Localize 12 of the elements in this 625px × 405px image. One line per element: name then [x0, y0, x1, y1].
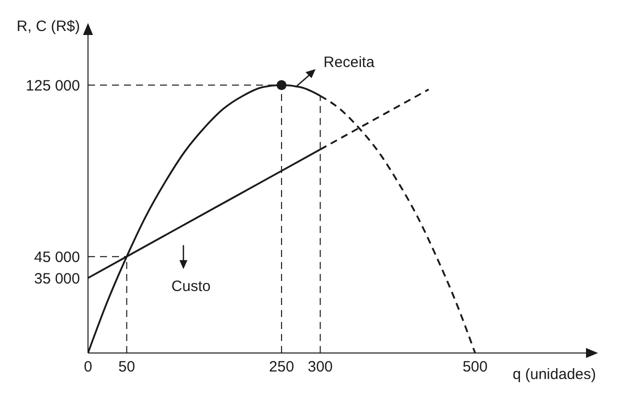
- x-tick-label: 0: [84, 358, 92, 376]
- x-tick-label: 300: [308, 358, 333, 376]
- x-tick-label: 500: [462, 358, 488, 376]
- x-tick-label: 250: [269, 358, 294, 376]
- y-tick-label: 35 000: [34, 270, 80, 288]
- y-axis-title: R, C (R$): [16, 18, 80, 35]
- y-tick-label: 125 000: [26, 77, 80, 94]
- legend-label: Custo: [171, 278, 211, 296]
- x-axis-title: q (unidades): [512, 366, 596, 383]
- series-label: Receita: [324, 54, 376, 72]
- x-tick-label: 50: [118, 358, 136, 376]
- y-tick-label: 45 000: [34, 248, 80, 266]
